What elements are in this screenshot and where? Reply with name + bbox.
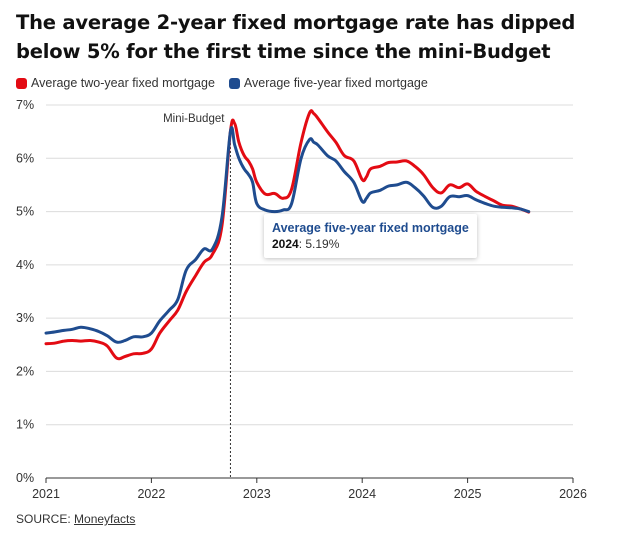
legend: Average two-year fixed mortgage Average … [16, 76, 428, 90]
legend-item-two-year[interactable]: Average two-year fixed mortgage [16, 76, 215, 90]
y-axis-ticks: 0% 1% 2% 3% 4% 5% 6% 7% [16, 98, 34, 485]
y-tick-label: 4% [16, 258, 34, 272]
legend-item-five-year[interactable]: Average five-year fixed mortgage [228, 76, 428, 90]
tooltip: Average five-year fixed mortgage 2024: 5… [264, 214, 477, 258]
gridlines [46, 104, 573, 479]
legend-swatch-two-year [16, 77, 27, 89]
series-line-two-year [44, 109, 531, 361]
legend-label-two-year: Average two-year fixed mortgage [31, 76, 215, 90]
source-line: SOURCE: Moneyfacts [16, 512, 135, 526]
mini-budget-annotation: Mini-Budget [163, 113, 231, 478]
series-lines [44, 109, 531, 361]
x-tick-label: 2025 [454, 487, 482, 501]
source-label: SOURCE: [16, 512, 71, 526]
x-tick-label: 2021 [32, 487, 60, 501]
x-tick-label: 2022 [137, 487, 165, 501]
y-tick-label: 6% [16, 151, 34, 165]
legend-swatch-five-year [228, 77, 240, 89]
x-tick-label: 2026 [559, 487, 587, 501]
source-link[interactable]: Moneyfacts [74, 512, 136, 526]
chart-title: The average 2-year fixed mortgage rate h… [16, 11, 576, 63]
y-tick-label: 5% [16, 205, 34, 219]
x-tick-label: 2023 [243, 487, 271, 501]
series-line-five-year [44, 126, 531, 344]
y-tick-label: 2% [16, 364, 34, 378]
tooltip-series: Average five-year fixed mortgage [272, 221, 469, 235]
y-tick-label: 1% [16, 418, 34, 432]
tooltip-year: 2024 [272, 237, 299, 251]
y-tick-label: 7% [16, 98, 34, 112]
y-tick-label: 0% [16, 471, 34, 485]
y-tick-label: 3% [16, 311, 34, 325]
tooltip-value-line: 2024: 5.19% [272, 237, 340, 251]
mini-budget-label: Mini-Budget [163, 113, 225, 125]
x-axis-ticks: 2021 2022 2023 2024 2025 2026 [32, 478, 587, 501]
legend-label-five-year: Average five-year fixed mortgage [243, 76, 428, 90]
x-tick-label: 2024 [348, 487, 376, 501]
tooltip-value: 5.19% [305, 237, 340, 251]
